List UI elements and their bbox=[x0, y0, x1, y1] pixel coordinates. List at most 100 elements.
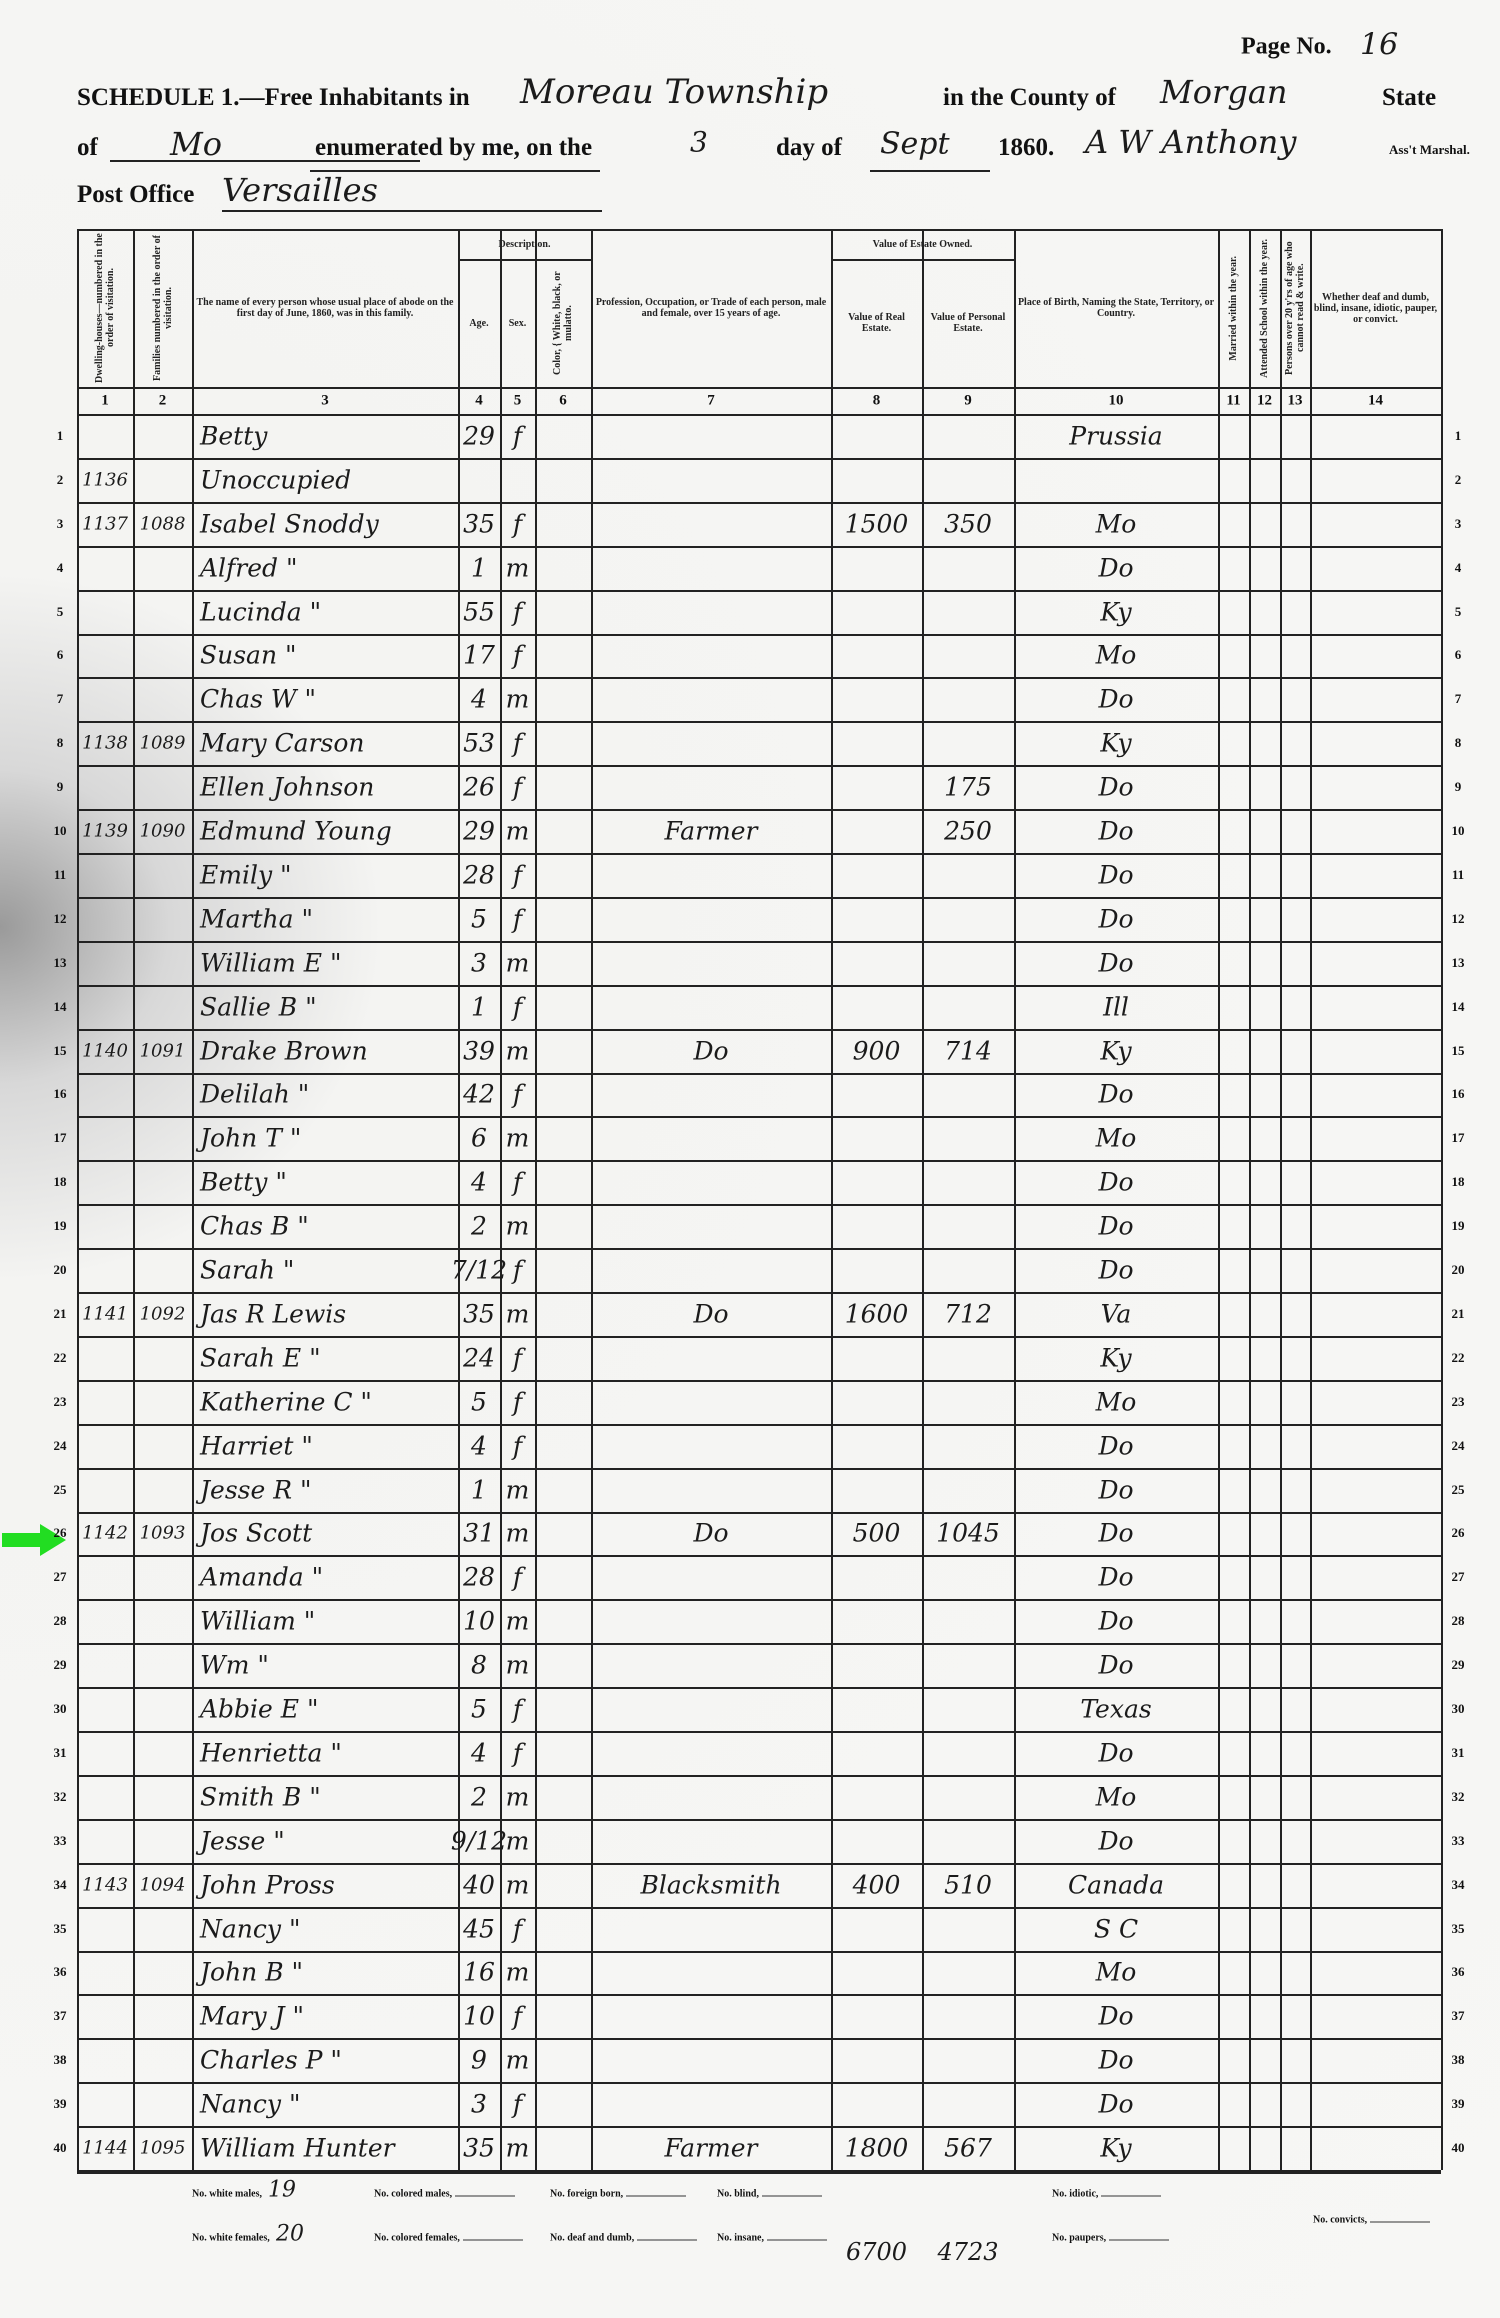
blank-line bbox=[110, 160, 420, 162]
table-top-rule bbox=[77, 229, 1441, 231]
row-rule bbox=[77, 1423, 1441, 1426]
column-heading-text: Color, { White, black, or mulatto. bbox=[552, 271, 574, 375]
line-number: 13 bbox=[53, 954, 67, 970]
person-name: Sallie B " bbox=[200, 992, 317, 1022]
column-heading-text: Age. bbox=[469, 317, 489, 329]
cell-sex: m bbox=[505, 1957, 530, 1987]
row-rule bbox=[77, 1555, 1441, 1558]
cell-sex: m bbox=[505, 1518, 530, 1548]
cell-age: 29 bbox=[463, 816, 495, 846]
personal-estate-total: 4723 bbox=[937, 2238, 999, 2266]
blank-line bbox=[870, 170, 990, 172]
cell-birthplace: Do bbox=[1098, 553, 1134, 583]
person-name: Jas R Lewis bbox=[200, 1299, 347, 1329]
cell-age: 8 bbox=[471, 1650, 487, 1680]
cell-birthplace: Do bbox=[1098, 948, 1134, 978]
cell-sex: f bbox=[512, 1255, 523, 1285]
person-name: Emily " bbox=[200, 860, 292, 890]
person-name: Delilah " bbox=[200, 1079, 310, 1109]
line-number: 40 bbox=[53, 2140, 67, 2156]
cell-age: 40 bbox=[463, 1870, 495, 1900]
column-heading-text: Profession, Occupation, or Trade of each… bbox=[595, 297, 827, 319]
column-number: 7 bbox=[707, 392, 715, 408]
group-rule bbox=[458, 259, 591, 261]
line-number: 1 bbox=[1454, 427, 1462, 443]
line-number: 28 bbox=[1451, 1613, 1465, 1629]
day-of-label: day of bbox=[776, 134, 842, 161]
person-name: Mary Carson bbox=[200, 728, 365, 758]
cell-sex: m bbox=[505, 1826, 530, 1856]
cell-sex: f bbox=[512, 904, 523, 934]
column-heading: Age. bbox=[458, 259, 500, 387]
cell-birthplace: Do bbox=[1098, 1650, 1134, 1680]
line-number: 4 bbox=[56, 559, 64, 575]
schedule-title: SCHEDULE 1.—Free Inhabitants in bbox=[77, 84, 470, 111]
row-rule bbox=[77, 457, 1441, 460]
township: Moreau Township bbox=[520, 72, 829, 112]
cell-birthplace: Mo bbox=[1095, 640, 1137, 670]
cell-age: 16 bbox=[463, 1957, 495, 1987]
header-rule bbox=[77, 387, 1441, 389]
row-rule bbox=[77, 1379, 1441, 1382]
line-number: 6 bbox=[56, 647, 64, 663]
cell-age: 5 bbox=[471, 1694, 487, 1724]
cell-age: 35 bbox=[463, 509, 495, 539]
cell-age: 35 bbox=[463, 1299, 495, 1329]
row-rule bbox=[77, 896, 1441, 899]
column-number: 8 bbox=[872, 392, 881, 408]
line-number: 19 bbox=[1451, 1218, 1465, 1234]
column-heading: Dwelling-houses—numbered in the order of… bbox=[77, 229, 133, 387]
person-name: William E " bbox=[200, 948, 342, 978]
cell-dwelling: 1136 bbox=[82, 469, 128, 491]
cell-sex: f bbox=[512, 860, 523, 890]
footer-value: 19 bbox=[268, 2177, 296, 2203]
state-label: State bbox=[1382, 84, 1437, 111]
line-number: 8 bbox=[56, 735, 64, 751]
cell-age: 4 bbox=[471, 1167, 487, 1197]
cell-sex: f bbox=[512, 1167, 523, 1197]
line-number: 26 bbox=[1451, 1525, 1465, 1541]
cell-sex: m bbox=[505, 684, 530, 714]
person-name: John T " bbox=[200, 1123, 302, 1153]
row-rule bbox=[77, 1906, 1441, 1909]
line-number: 5 bbox=[56, 603, 64, 619]
cell-dwelling: 1137 bbox=[82, 513, 128, 535]
column-rule bbox=[500, 229, 502, 2170]
row-rule bbox=[77, 545, 1441, 548]
cell-sex: f bbox=[512, 1387, 523, 1417]
cell-birthplace: Do bbox=[1098, 2001, 1134, 2031]
cell-age: 3 bbox=[471, 948, 487, 978]
row-rule bbox=[77, 853, 1441, 855]
blank bbox=[462, 2239, 523, 2241]
row-rule bbox=[77, 1116, 1441, 1119]
row-rule bbox=[77, 1292, 1441, 1294]
cell-sex: f bbox=[512, 597, 523, 627]
row-rule bbox=[77, 501, 1441, 504]
cell-dwelling: 1138 bbox=[82, 732, 128, 754]
cell-family: 1094 bbox=[139, 1874, 186, 1896]
cell-occupation: Do bbox=[693, 1518, 729, 1548]
line-number: 7 bbox=[56, 691, 64, 707]
column-rule bbox=[77, 229, 79, 2170]
person-name: Edmund Young bbox=[200, 816, 392, 846]
column-number: 13 bbox=[1287, 392, 1303, 408]
footer-label: No. paupers, bbox=[1052, 2233, 1170, 2244]
cell-birthplace: Do bbox=[1098, 1211, 1134, 1241]
cell-birthplace: Do bbox=[1098, 2045, 1134, 2075]
line-number: 20 bbox=[53, 1262, 67, 1278]
cell-birthplace: Ky bbox=[1100, 1036, 1132, 1066]
line-number: 18 bbox=[53, 1174, 67, 1190]
row-rule bbox=[77, 1687, 1441, 1690]
group-rule bbox=[831, 259, 1014, 261]
cell-birthplace: Do bbox=[1098, 1255, 1134, 1285]
person-name: Drake Brown bbox=[200, 1036, 368, 1066]
line-number: 8 bbox=[1454, 735, 1462, 751]
column-heading-text: Married within the year. bbox=[1228, 255, 1239, 361]
cell-sex: m bbox=[505, 816, 530, 846]
column-heading-text: Attended School within the year. bbox=[1259, 238, 1270, 378]
cell-birthplace: Ill bbox=[1103, 992, 1129, 1022]
cell-age: 5 bbox=[471, 1387, 487, 1417]
cell-age: 31 bbox=[463, 1518, 495, 1548]
cell-occupation: Do bbox=[693, 1299, 729, 1329]
person-name: Sarah E " bbox=[200, 1343, 321, 1373]
